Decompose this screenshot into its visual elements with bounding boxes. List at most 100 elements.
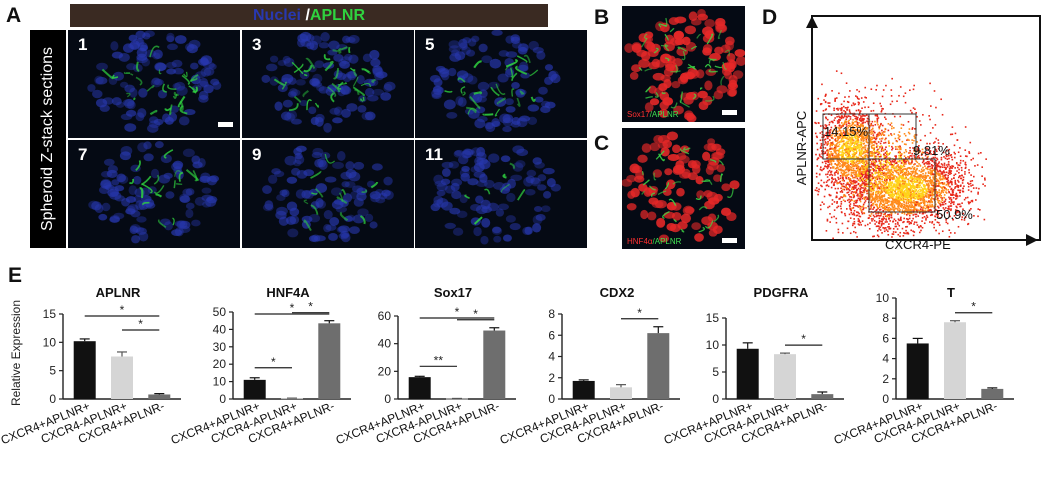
panel-label-d: D [762, 6, 778, 29]
y-tick-label: 0 [548, 392, 555, 406]
bar-cxcr4pos-aplnrneg [981, 388, 1004, 399]
bar-cxcr4neg-aplnrpos [111, 356, 133, 399]
y-tick-label: 0 [384, 392, 391, 406]
y-axis-label: APLNR-APC [794, 111, 809, 185]
panel-a-side-label: Spheroid Z-stack sections [30, 30, 66, 248]
y-tick-label: 50 [213, 305, 227, 319]
chart-title: PDGFRA [754, 285, 810, 300]
gate-lower-right [868, 158, 936, 213]
chart-title: HNF4A [266, 285, 310, 300]
z-stack-tile: 5 [415, 30, 587, 138]
y-tick-label: 20 [213, 357, 227, 371]
chart-hnf4a: HNF4A01020304050CXCR4+APLNR+CXCR4-APLNR+… [169, 285, 351, 447]
y-tick-label: 20 [378, 364, 392, 378]
significance-star: * [473, 307, 478, 321]
bar-cxcr4neg-aplnrpos [610, 387, 632, 399]
y-tick-label: 0 [49, 392, 56, 406]
gate-label-lower-right: 50.9% [936, 207, 973, 222]
panel-a-header: Nuclei /APLNR [70, 4, 548, 27]
y-tick-label: 4 [882, 352, 889, 366]
gate-label-upper-right: 9.81% [913, 143, 950, 158]
y-tick-label: 40 [378, 337, 392, 351]
caption-sox17: Sox17 [627, 110, 650, 119]
significance-star: * [138, 317, 143, 331]
flow-dots [814, 70, 987, 240]
significance-star: ** [434, 353, 444, 367]
flow-plot-svg: 14.15% 9.81% 50.9% APLNR-APC CXCR4-PE [794, 15, 1041, 252]
tile-number: 1 [78, 35, 88, 54]
caption-aplnr-c: /APLNR [652, 237, 682, 246]
chart-aplnr: APLNR051015CXCR4+APLNR+CXCR4-APLNR+CXCR4… [0, 285, 181, 447]
header-nuclei: Nuclei [252, 7, 301, 24]
gate-label-upper-left: 14.15% [824, 124, 869, 139]
scale-bar-a [218, 122, 233, 127]
panel-label-e: E [8, 264, 23, 287]
y-tick-label: 15 [43, 307, 57, 321]
z-stack-tile: 7 [68, 140, 240, 248]
y-tick-label: 8 [548, 307, 555, 321]
y-tick-label: 0 [712, 392, 719, 406]
tile-number: 7 [78, 145, 88, 164]
hnf4a-aplnr-image [622, 131, 740, 243]
y-tick-label: 0 [882, 392, 889, 406]
chart-title: CDX2 [600, 285, 635, 300]
significance-star: * [308, 300, 313, 314]
panel-label-a: A [6, 4, 22, 27]
y-tick-label: 5 [712, 365, 719, 379]
bar-cxcr4pos-aplnrpos [736, 348, 759, 399]
panel-c-image: HNF4α/APLNR [622, 128, 745, 249]
y-tick-label: 8 [882, 311, 889, 325]
chart-title: APLNR [96, 285, 141, 300]
chart-pdgfra: PDGFRA051015CXCR4+APLNR+CXCR4-APLNR+CXCR… [662, 285, 844, 447]
z-stack-image [262, 145, 394, 243]
flow-cytometry-plot: 14.15% 9.81% 50.9% APLNR-APC CXCR4-PE [770, 8, 1045, 252]
bar-charts: APLNR051015CXCR4+APLNR+CXCR4-APLNR+CXCR4… [0, 285, 1014, 447]
bar-cxcr4pos-aplnrpos [572, 380, 595, 399]
bar-cxcr4pos-aplnrneg [318, 323, 341, 399]
scale-bar-c [722, 238, 737, 243]
z-stack-image [88, 141, 219, 244]
panel-b-caption: Sox17/APLNR [627, 110, 679, 119]
y-tick-label: 10 [213, 375, 227, 389]
bar-cxcr4pos-aplnrpos [906, 343, 929, 399]
y-tick-label: 15 [706, 311, 720, 325]
sox17-aplnr-image [624, 9, 745, 122]
y-tick-label: 4 [548, 350, 555, 364]
tile-number: 9 [252, 145, 262, 164]
bar-cxcr4pos-aplnrneg [811, 394, 834, 399]
y-tick-label: 5 [49, 364, 56, 378]
bar-cxcr4neg-aplnrpos [944, 322, 966, 399]
z-stack-tile: 1 [68, 30, 240, 138]
chart-t: T0246810CXCR4+APLNR+CXCR4-APLNR+CXCR4+AP… [832, 285, 1014, 447]
panel-b-image: Sox17/APLNR [622, 6, 745, 122]
significance-star: * [801, 332, 806, 346]
bar-cxcr4pos-aplnrpos [73, 341, 96, 399]
panel-c-caption: HNF4α/APLNR [627, 237, 681, 246]
y-tick-label: 6 [882, 331, 889, 345]
z-stack-tile: 9 [242, 140, 414, 248]
significance-star: * [271, 355, 276, 369]
tile-number: 11 [425, 145, 443, 164]
y-tick-label: 10 [706, 338, 720, 352]
significance-star: * [455, 305, 460, 319]
bar-cxcr4pos-aplnrpos [408, 377, 431, 399]
bar-cxcr4pos-aplnrpos [243, 379, 266, 399]
y-tick-label: 40 [213, 322, 227, 336]
y-tick-label: 0 [219, 392, 226, 406]
significance-star: * [637, 306, 642, 320]
y-tick-label: 2 [882, 372, 889, 386]
z-stack-image [430, 145, 561, 245]
y-tick-label: 2 [548, 371, 555, 385]
significance-star: * [290, 301, 295, 315]
y-tick-label: 6 [548, 328, 555, 342]
y-tick-label: 10 [876, 291, 890, 305]
header-aplnr: APLNR [309, 7, 365, 24]
bar-cxcr4pos-aplnrneg [148, 394, 171, 399]
z-stack-image [87, 30, 222, 133]
chart-cdx2: CDX202468CXCR4+APLNR+CXCR4-APLNR+CXCR4+A… [498, 285, 680, 447]
y-tick-label: 30 [213, 340, 227, 354]
scale-bar-b [722, 110, 737, 115]
bar-cxcr4neg-aplnrpos [774, 354, 796, 399]
significance-star: * [971, 300, 976, 314]
significance-star: * [120, 303, 125, 317]
